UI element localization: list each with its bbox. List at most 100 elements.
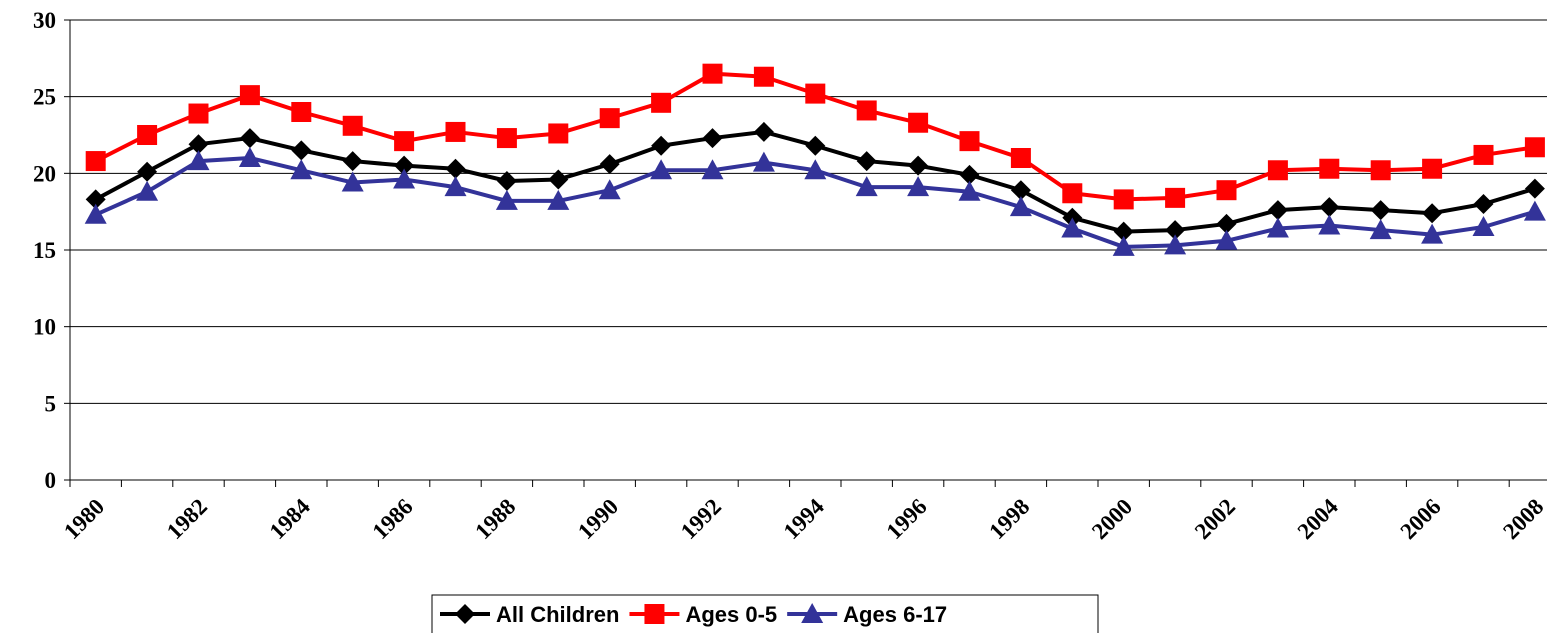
- marker: [651, 92, 672, 113]
- marker: [85, 189, 106, 210]
- x-tick-label: 1998: [984, 494, 1034, 544]
- marker: [1319, 158, 1340, 179]
- marker: [341, 171, 364, 192]
- marker: [650, 159, 673, 180]
- legend-label: All Children: [496, 602, 619, 627]
- marker: [393, 168, 416, 189]
- marker: [1370, 160, 1391, 181]
- x-tick-label: 1982: [162, 494, 212, 544]
- marker: [291, 140, 312, 161]
- marker: [702, 128, 723, 149]
- x-tick-label: 2006: [1395, 494, 1445, 544]
- marker: [1266, 217, 1289, 238]
- x-tick-label: 1996: [881, 494, 931, 544]
- marker: [495, 189, 518, 210]
- marker: [1010, 180, 1031, 201]
- marker: [599, 108, 620, 129]
- marker: [1267, 160, 1288, 181]
- marker: [548, 123, 569, 144]
- marker: [1524, 137, 1545, 158]
- marker: [1267, 200, 1288, 221]
- marker: [238, 147, 261, 167]
- marker: [136, 180, 159, 201]
- marker: [1319, 197, 1340, 218]
- marker: [753, 66, 774, 87]
- marker: [188, 103, 209, 124]
- marker: [1318, 214, 1341, 235]
- x-tick-label: 2000: [1087, 494, 1137, 544]
- marker: [187, 150, 210, 171]
- legend-box: [431, 594, 1099, 633]
- marker: [1216, 213, 1237, 234]
- marker: [1473, 144, 1494, 165]
- x-tick-label: 1986: [367, 494, 417, 544]
- marker: [1061, 217, 1084, 238]
- x-tick-label: 1984: [265, 494, 316, 545]
- y-tick-label: 30: [33, 8, 56, 33]
- marker: [908, 155, 929, 176]
- y-tick-label: 0: [45, 468, 57, 493]
- legend: All Children Ages 0-5 Ages 6-17: [431, 594, 1099, 633]
- marker: [1113, 221, 1134, 242]
- marker: [85, 151, 106, 172]
- marker: [855, 176, 878, 197]
- marker: [1472, 216, 1495, 236]
- marker: [1524, 178, 1545, 199]
- marker: [239, 85, 260, 106]
- marker: [856, 100, 877, 121]
- marker: [856, 151, 877, 172]
- marker: [958, 180, 981, 201]
- y-tick-label: 5: [45, 391, 57, 416]
- marker: [1523, 200, 1546, 221]
- marker: [137, 125, 158, 145]
- x-tick-label: 2004: [1293, 494, 1344, 545]
- marker: [1062, 183, 1083, 204]
- legend-marker: [801, 603, 824, 623]
- marker: [188, 134, 209, 155]
- marker: [752, 151, 775, 172]
- marker: [1369, 219, 1392, 240]
- x-tick-label: 2002: [1190, 494, 1240, 544]
- marker: [1216, 180, 1237, 201]
- y-tick-label: 25: [33, 85, 56, 110]
- marker: [1165, 220, 1186, 241]
- legend-label: Ages 6-17: [843, 602, 947, 627]
- marker: [342, 151, 363, 172]
- marker: [1422, 158, 1443, 179]
- y-tick-label: 15: [33, 238, 56, 263]
- marker: [1112, 235, 1135, 256]
- legend-marker: [455, 604, 475, 624]
- marker: [394, 131, 415, 152]
- x-tick-label: 1992: [676, 494, 726, 544]
- marker: [239, 128, 260, 149]
- legend-label: Ages 0-5: [685, 602, 777, 627]
- y-tick-label: 20: [33, 161, 56, 186]
- marker: [1164, 234, 1187, 255]
- marker: [496, 128, 517, 149]
- marker: [1113, 189, 1134, 210]
- legend-marker: [644, 604, 665, 624]
- marker: [805, 83, 826, 104]
- marker: [290, 159, 313, 180]
- x-tick-label: 1988: [470, 494, 520, 544]
- marker: [908, 112, 929, 133]
- marker: [959, 164, 980, 185]
- marker: [702, 63, 723, 84]
- marker: [1473, 194, 1494, 214]
- marker: [1370, 200, 1391, 221]
- marker: [137, 161, 158, 182]
- marker: [547, 189, 570, 210]
- x-tick-label: 2008: [1498, 494, 1547, 544]
- marker: [959, 131, 980, 152]
- x-tick-label: 1994: [779, 494, 830, 545]
- marker: [548, 169, 569, 190]
- marker: [805, 135, 826, 156]
- marker: [444, 176, 467, 197]
- marker: [907, 176, 930, 197]
- marker: [1010, 148, 1031, 168]
- marker: [701, 159, 724, 180]
- marker: [1215, 229, 1238, 250]
- marker: [496, 171, 517, 191]
- x-tick-label: 1990: [573, 494, 623, 544]
